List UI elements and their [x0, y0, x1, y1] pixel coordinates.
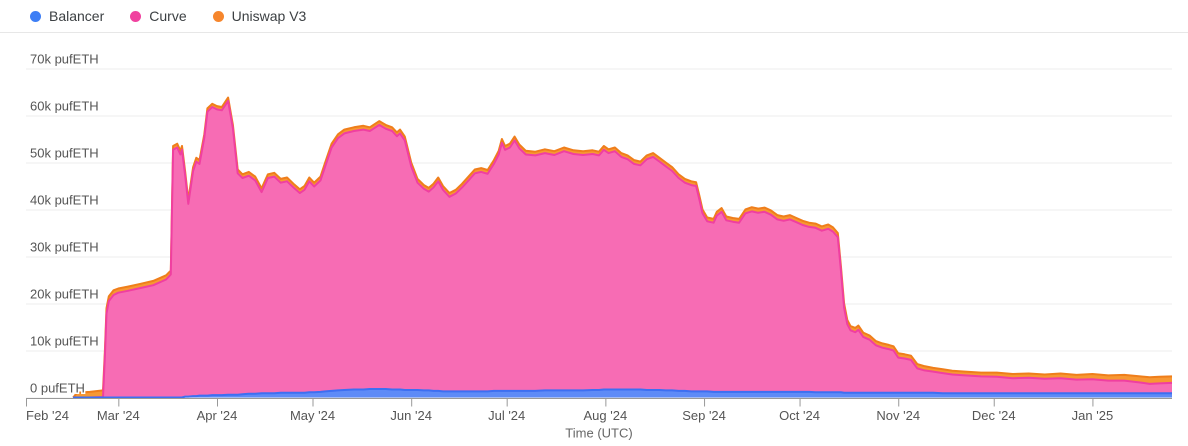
x-axis-label: Jan '25	[1072, 408, 1114, 423]
legend-divider	[0, 32, 1188, 33]
y-axis-label: 0 pufETH	[30, 381, 85, 396]
x-axis-label: Dec '24	[972, 408, 1016, 423]
y-axis-label: 50k pufETH	[30, 146, 99, 161]
x-axis-label: Oct '24	[779, 408, 820, 423]
x-axis-label: Apr '24	[197, 408, 238, 423]
legend-item-curve[interactable]: Curve	[130, 5, 187, 27]
legend-label-curve: Curve	[149, 8, 187, 24]
y-axis-label: 60k pufETH	[30, 99, 99, 114]
x-axis-label: Mar '24	[97, 408, 140, 423]
line-uniswap-v3	[72, 96, 1173, 399]
chart-legend: Balancer Curve Uniswap V3	[30, 5, 306, 27]
x-axis-label: Sep '24	[682, 408, 726, 423]
legend-label-balancer: Balancer	[49, 8, 105, 24]
balancer-swatch-icon	[30, 10, 41, 22]
legend-label-uniswap-v3: Uniswap V3	[231, 8, 307, 24]
x-axis-label: Aug '24	[584, 408, 628, 423]
area-balancer	[73, 389, 1173, 398]
y-axis-label: 30k pufETH	[30, 240, 99, 255]
y-axis-label: 70k pufETH	[30, 52, 99, 67]
x-axis-label: May '24	[290, 408, 335, 423]
x-axis-title: Time (UTC)	[565, 426, 632, 441]
curve-swatch-icon	[130, 10, 142, 22]
x-axis-label: Jun '24	[390, 408, 432, 423]
x-axis-label: Nov '24	[876, 408, 920, 423]
area-curve	[73, 100, 1173, 398]
y-axis-label: 10k pufETH	[30, 334, 99, 349]
line-curve	[73, 99, 1173, 399]
line-balancer	[73, 388, 1172, 399]
legend-item-balancer[interactable]: Balancer	[30, 5, 104, 27]
legend-item-uniswap-v3[interactable]: Uniswap V3	[212, 5, 307, 27]
y-axis-label: 20k pufETH	[30, 287, 99, 302]
uniswap-v3-swatch-icon	[212, 10, 224, 22]
x-axis-label: Feb '24	[26, 408, 69, 423]
y-axis-label: 40k pufETH	[30, 193, 99, 208]
x-axis-label: Jul '24	[488, 408, 525, 423]
